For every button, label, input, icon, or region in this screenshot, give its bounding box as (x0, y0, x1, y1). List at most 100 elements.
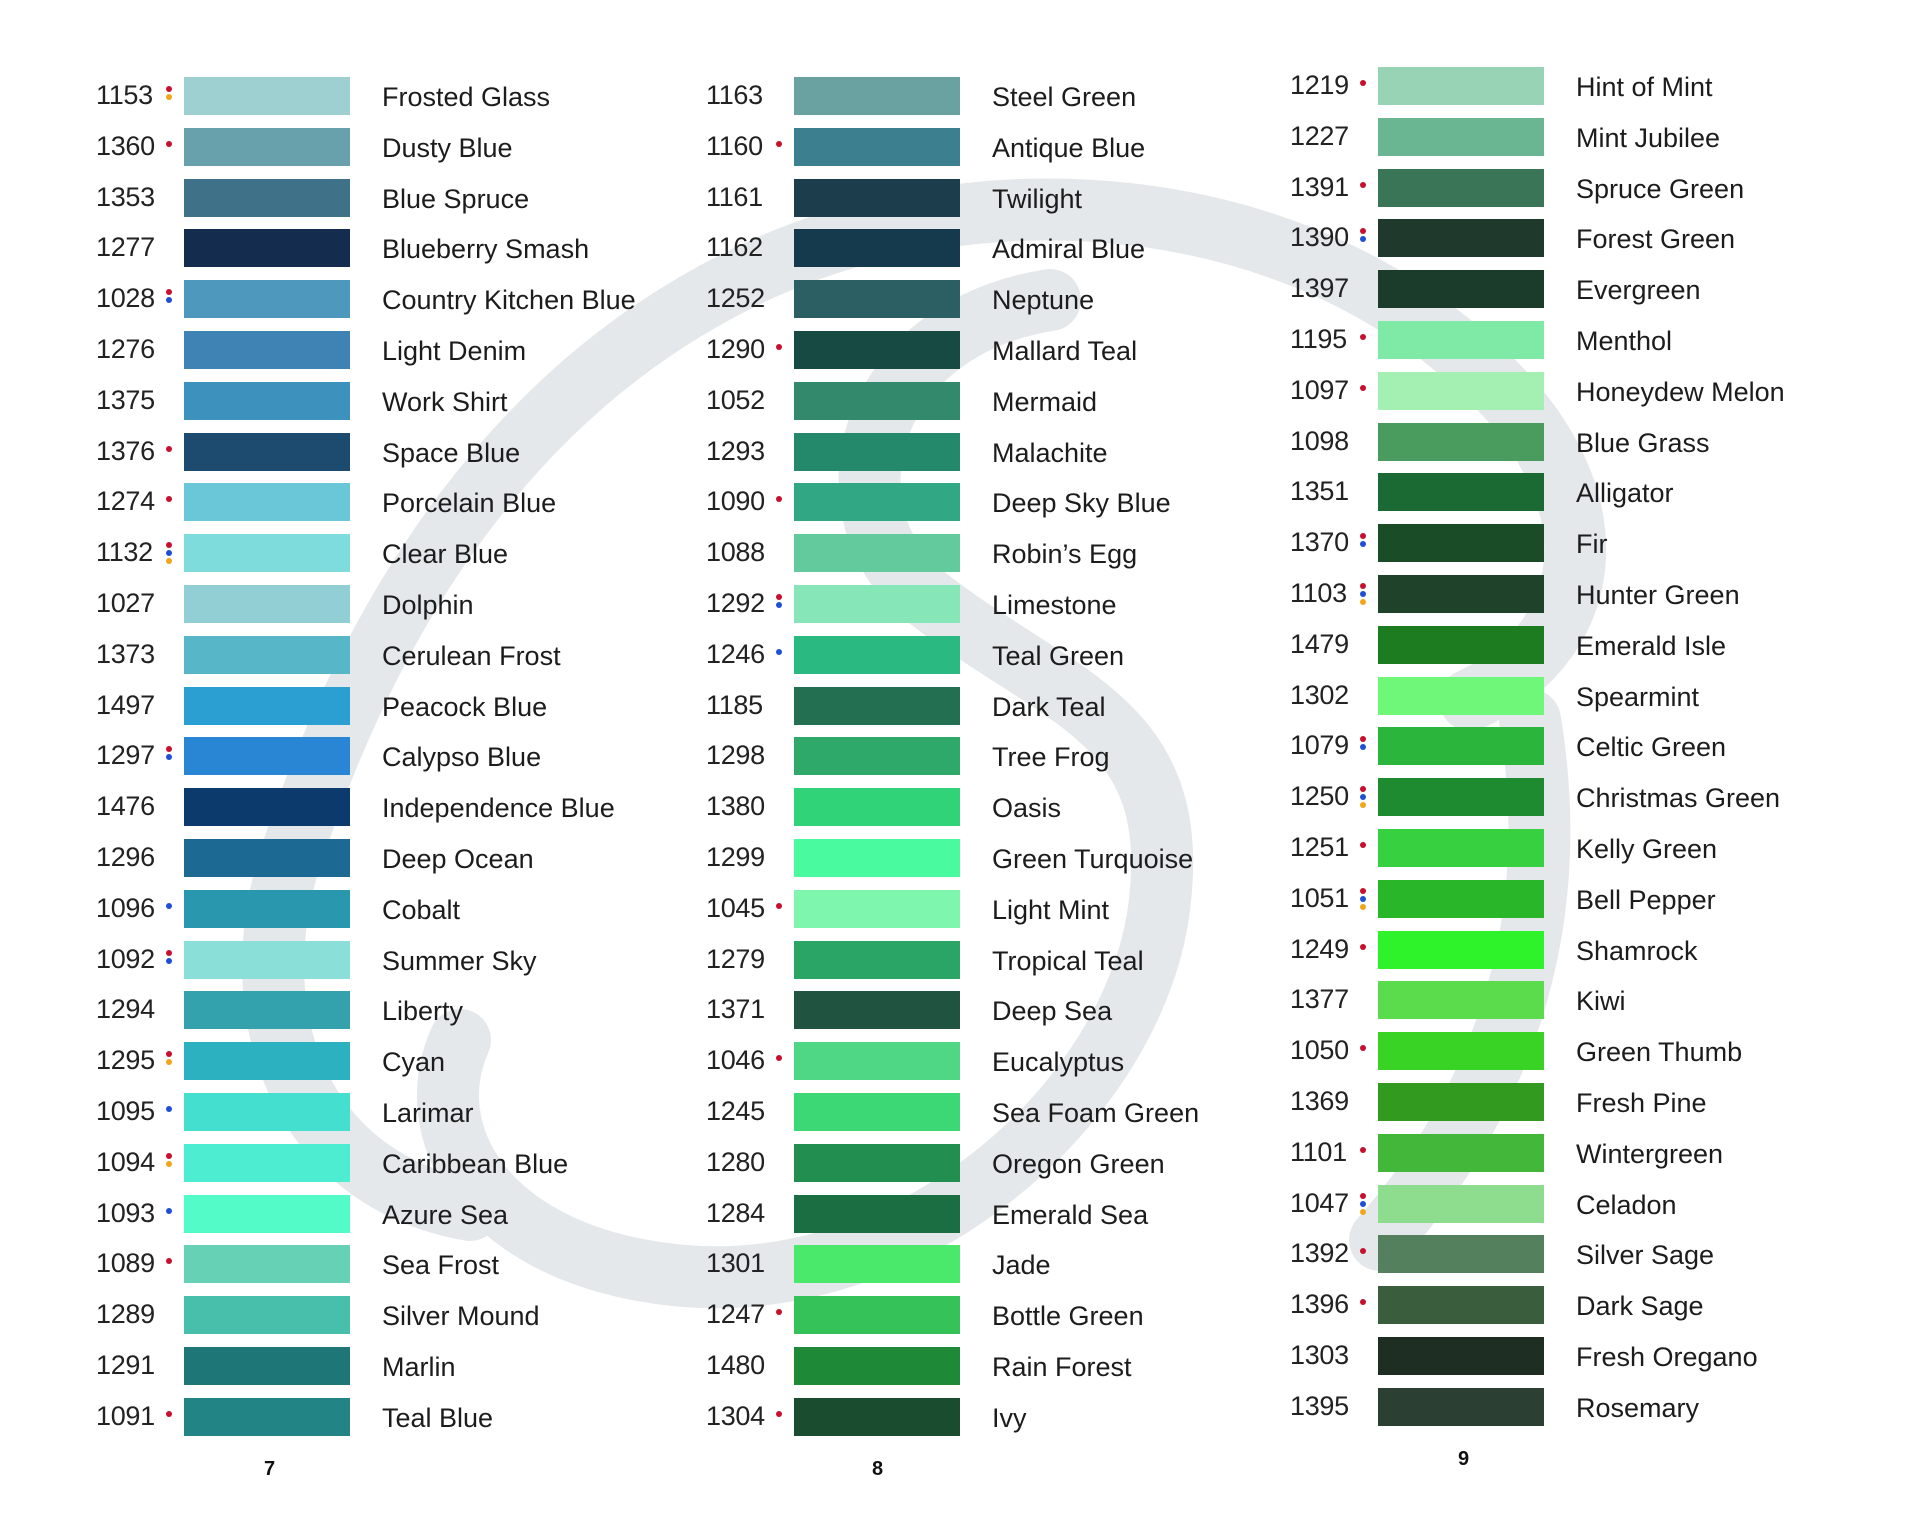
color-code: 1292 (706, 587, 765, 618)
color-swatch-row: 1163 Steel Green (706, 73, 1266, 124)
color-swatch (794, 1245, 960, 1284)
color-swatch (794, 788, 960, 827)
color-swatch-row: 1160 Antique Blue (706, 124, 1266, 175)
color-name: Cerulean Frost (382, 640, 561, 671)
color-swatch (1378, 117, 1544, 156)
color-name: Blue Spruce (382, 183, 530, 214)
red-marker-dot (166, 1258, 172, 1265)
availability-markers (776, 1304, 784, 1330)
blue-marker-dot (1360, 1200, 1366, 1207)
color-swatch (184, 534, 350, 573)
color-swatch-row: 1299 Green Turquoise (706, 835, 1266, 886)
color-swatch-row: 1249 Shamrock (1290, 927, 1850, 978)
color-name: Bottle Green (992, 1301, 1144, 1332)
availability-markers (776, 1101, 784, 1127)
availability-markers (166, 491, 174, 517)
color-code: 1480 (706, 1349, 765, 1380)
color-swatch (184, 330, 350, 369)
availability-markers (776, 898, 784, 924)
color-swatch-row: 1097 Honeydew Melon (1290, 368, 1850, 419)
page-number: 8 (872, 1458, 884, 1480)
color-swatch (794, 77, 960, 115)
color-name: Calypso Blue (382, 742, 542, 773)
color-swatch (1378, 270, 1544, 309)
red-marker-dot (1360, 1248, 1366, 1255)
color-code: 1028 (96, 283, 155, 314)
availability-markers (166, 187, 174, 213)
availability-markers (166, 1050, 174, 1076)
color-code: 1046 (706, 1045, 765, 1076)
color-code: 1052 (706, 384, 765, 415)
swatch-list: 1219 Hint of Mint 1227 Mint Jubilee 1391 Spru… (1290, 63, 1850, 1435)
color-swatch (184, 432, 350, 471)
color-swatch (794, 432, 960, 471)
color-swatch (184, 381, 350, 420)
blue-marker-dot (166, 550, 172, 557)
availability-markers (776, 695, 784, 721)
availability-markers (1360, 380, 1368, 406)
color-code: 1376 (96, 435, 155, 466)
color-swatch-row: 1185 Dark Teal (706, 683, 1266, 734)
red-marker-dot (1360, 1192, 1366, 1199)
page-number: 9 (1458, 1448, 1470, 1470)
color-swatch (1378, 524, 1544, 563)
availability-markers (776, 339, 784, 365)
color-name: Emerald Sea (992, 1199, 1149, 1230)
color-name: Forest Green (1576, 224, 1736, 255)
color-name: Green Thumb (1576, 1037, 1743, 1068)
color-code: 1160 (706, 130, 763, 161)
availability-markers (1360, 1345, 1368, 1371)
color-swatch (794, 1143, 960, 1182)
color-name: Marlin (382, 1351, 456, 1382)
color-swatch-row: 1397 Evergreen (1290, 266, 1850, 317)
availability-markers (1360, 634, 1368, 660)
color-swatch-row: 1095 Larimar (96, 1089, 656, 1140)
blue-marker-dot (1360, 541, 1366, 548)
color-swatch-row: 1480 Rain Forest (706, 1343, 1266, 1394)
color-name: Clear Blue (382, 539, 509, 570)
color-swatch-row: 1028 Country Kitchen Blue (96, 276, 656, 327)
color-code: 1050 (1290, 1035, 1349, 1066)
color-swatch-row: 1301 Jade (706, 1241, 1266, 1292)
red-marker-dot (776, 593, 782, 600)
color-swatch-row: 1293 Malachite (706, 429, 1266, 480)
color-swatch-row: 1476 Independence Blue (96, 784, 656, 835)
color-code: 1369 (1290, 1085, 1349, 1116)
availability-markers (776, 491, 784, 517)
color-name: Sea Frost (382, 1250, 500, 1281)
color-swatch-row: 1246 Teal Green (706, 632, 1266, 683)
availability-markers (166, 644, 174, 670)
color-swatch (184, 483, 350, 522)
availability-markers (1360, 1091, 1368, 1117)
color-code: 1284 (706, 1197, 765, 1228)
orange-marker-dot (166, 94, 172, 100)
color-name: Hint of Mint (1576, 72, 1713, 102)
color-name: Celadon (1576, 1189, 1677, 1220)
availability-markers (166, 441, 174, 467)
red-marker-dot (166, 445, 172, 452)
color-name: Celtic Green (1576, 732, 1727, 763)
color-code: 1097 (1290, 374, 1349, 405)
color-name: Jade (992, 1250, 1051, 1281)
availability-markers (776, 187, 784, 213)
color-code: 1096 (96, 892, 155, 923)
red-marker-dot (166, 1152, 172, 1159)
color-name: Silver Sage (1576, 1240, 1715, 1271)
color-swatch (1378, 1286, 1544, 1325)
availability-markers (776, 644, 784, 670)
color-swatch-row: 1390 Forest Green (1290, 215, 1850, 266)
color-swatch-row: 1094 Caribbean Blue (96, 1140, 656, 1191)
color-swatch-row: 1391 Spruce Green (1290, 165, 1850, 216)
color-code: 1392 (1290, 1238, 1349, 1269)
color-swatch (1378, 1387, 1544, 1426)
color-swatch-row: 1294 Liberty (96, 987, 656, 1038)
color-name: Menthol (1576, 325, 1673, 356)
color-swatch-row: 1274 Porcelain Blue (96, 479, 656, 530)
color-swatch-row: 1089 Sea Frost (96, 1241, 656, 1292)
availability-markers (166, 288, 174, 314)
color-name: Teal Blue (382, 1402, 494, 1433)
red-marker-dot (1360, 887, 1366, 894)
color-swatch-row: 1045 Light Mint (706, 886, 1266, 937)
color-swatch-row: 1252 Neptune (706, 276, 1266, 327)
color-swatch-row: 1051 Bell Pepper (1290, 876, 1850, 927)
